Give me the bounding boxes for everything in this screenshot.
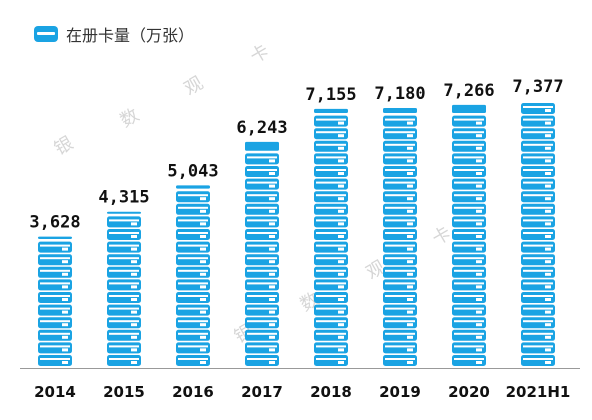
category-label-2021H1: 2021H1 — [506, 383, 571, 401]
bar-2015 — [107, 211, 141, 366]
legend-card-icon — [34, 26, 58, 42]
value-label-2019: 7,180 — [374, 84, 425, 104]
category-label-2020: 2020 — [448, 383, 490, 401]
category-label-2014: 2014 — [34, 383, 76, 401]
value-label-2017: 6,243 — [236, 118, 287, 138]
category-label-2015: 2015 — [103, 383, 145, 401]
value-label-2021H1: 7,377 — [512, 77, 563, 97]
category-label-2019: 2019 — [379, 383, 421, 401]
bar-2017 — [245, 141, 279, 366]
category-label-2016: 2016 — [172, 383, 214, 401]
value-label-2016: 5,043 — [167, 161, 218, 181]
bar-2016 — [176, 185, 210, 366]
category-label-2017: 2017 — [241, 383, 283, 401]
legend: 在册卡量（万张） — [34, 22, 194, 46]
category-label-2018: 2018 — [310, 383, 352, 401]
bar-2020 — [452, 104, 486, 366]
bar-2018 — [314, 108, 348, 366]
bar-2019 — [383, 107, 417, 366]
legend-label: 在册卡量（万张） — [66, 26, 195, 45]
value-label-2015: 4,315 — [98, 188, 149, 208]
bar-2014 — [38, 236, 72, 366]
value-label-2014: 3,628 — [29, 213, 80, 233]
value-label-2020: 7,266 — [443, 81, 494, 101]
bar-2021H1 — [521, 103, 555, 366]
value-label-2018: 7,155 — [305, 85, 356, 105]
